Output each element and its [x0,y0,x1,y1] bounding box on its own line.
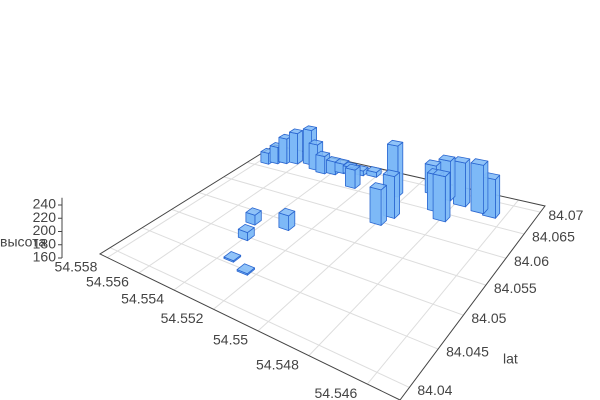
z-tick-label: 220 [33,209,57,225]
grid-line [109,247,410,388]
bar-top [237,223,255,234]
x-tick-label: 54.552 [161,310,204,326]
bar-top [382,169,401,178]
bar-front [278,136,288,165]
bar-top [424,159,442,167]
z-tick-label: 160 [33,249,57,265]
grid-line [173,160,348,291]
grid-line [171,208,464,316]
grid-line [107,146,283,259]
bar-top [369,182,387,191]
bar-top [452,156,471,164]
bar-top [344,163,361,171]
bar-side [483,160,489,215]
bar-front [269,145,279,165]
bar-front [288,131,298,165]
bar-front [325,159,336,176]
bar-top [223,251,242,262]
bar-top [288,128,303,135]
y-tick-label: 84.045 [446,344,489,360]
bar-front [315,154,326,175]
z-tick-label: 200 [33,222,57,238]
bar-top [308,139,324,146]
x-tick-label: 54.558 [55,258,98,274]
bar-side [465,158,471,208]
bar-top [302,125,318,132]
x-tick-label: 54.556 [86,274,129,290]
bar-front [369,186,382,226]
grid-line [213,169,385,310]
bar-top [245,207,262,216]
bar-side [444,171,451,223]
y-tick-label: 84.04 [417,382,452,398]
x-tick-label: 54.55 [213,332,248,348]
z-tick-label: 180 [33,235,57,251]
y-tick-label: 84.055 [494,280,537,296]
bar-top [386,139,404,147]
grid-line [366,199,519,385]
bar-top [236,263,256,275]
grid-line [198,191,487,286]
z-axis-title: высота [0,234,46,250]
x-tick-label: 54.546 [315,385,358,400]
bar-front [344,167,356,189]
bar-side [450,156,456,202]
grid-line [138,153,314,274]
bar-side [394,171,401,219]
z-tick-label: 240 [33,196,57,212]
bar-top [438,154,456,162]
bar-front [470,162,485,215]
bar-front [432,173,446,223]
y-tick-label: 84.065 [532,229,575,245]
bar-side [297,130,303,165]
y-axis-title: lat [503,351,518,367]
x-tick-label: 54.548 [256,356,299,372]
bar-top [470,158,489,166]
bar-side [380,184,387,226]
bar-top [366,166,382,173]
bar-top [432,169,451,178]
y-tick-label: 84.05 [471,310,506,326]
bar-top [278,207,296,217]
y-tick-label: 84.07 [548,207,583,223]
y-tick-label: 84.06 [514,253,549,269]
bar-top [334,158,350,165]
bar-side [495,174,501,219]
grid-line [142,227,439,350]
bar-top [315,150,331,158]
x-tick-label: 54.554 [121,291,164,307]
grid-line [223,176,507,259]
